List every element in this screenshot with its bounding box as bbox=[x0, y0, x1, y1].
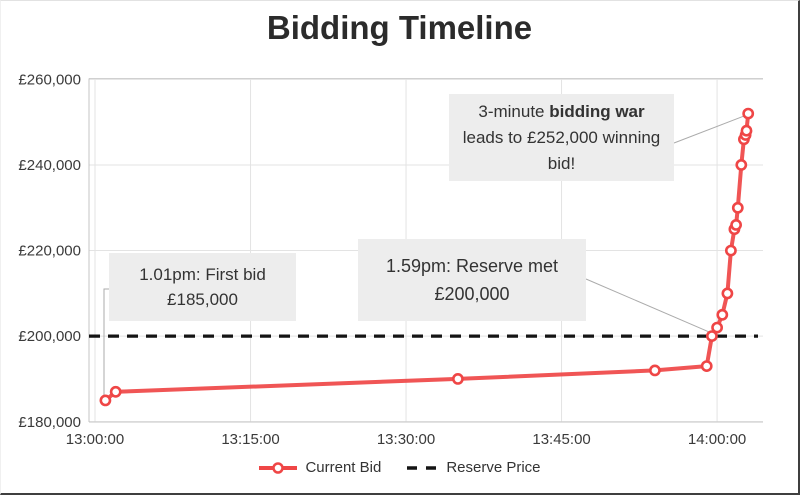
annotation-first-bid: 1.01pm: First bid £185,000 bbox=[109, 253, 296, 321]
bid-data-point bbox=[711, 321, 723, 334]
x-tick-label: 13:00:00 bbox=[66, 431, 124, 448]
chart-legend: Current Bid Reserve Price bbox=[1, 459, 798, 476]
bid-data-point bbox=[649, 364, 661, 377]
annotation-bidding-war-bold: bidding war bbox=[549, 101, 645, 121]
bid-data-point bbox=[731, 201, 744, 214]
current-bid-line-marker-icon bbox=[259, 461, 298, 474]
first-bid-connector-line bbox=[103, 288, 109, 396]
bid-data-point bbox=[740, 124, 753, 137]
legend-item-current-bid[interactable]: Current Bid bbox=[258, 459, 381, 476]
x-tick-label: 14:00:00 bbox=[688, 431, 746, 448]
annotation-bidding-war-post: leads to £252,000 winning bid! bbox=[462, 127, 661, 173]
annotation-reserve-met-line2: £200,000 bbox=[434, 284, 510, 304]
bid-data-point bbox=[735, 158, 748, 171]
bid-data-point bbox=[721, 287, 734, 300]
x-tick-label: 13:30:00 bbox=[377, 431, 435, 448]
annotation-bidding-war: 3-minute bidding war leads to £252,000 w… bbox=[449, 94, 674, 181]
bid-data-point bbox=[706, 330, 718, 342]
bid-data-point bbox=[451, 372, 464, 385]
bid-data-point bbox=[716, 308, 729, 321]
reserve-met-connector-line bbox=[585, 278, 713, 334]
y-tick-label: £200,000 bbox=[18, 328, 81, 345]
annotation-reserve-met-line1: 1.59pm: Reserve met bbox=[385, 256, 559, 276]
y-tick-label: £180,000 bbox=[18, 414, 81, 431]
bidding-war-connector-line bbox=[673, 115, 746, 144]
bid-data-point bbox=[700, 360, 713, 372]
reserve-price-dash-icon bbox=[407, 465, 440, 470]
bid-data-point bbox=[99, 394, 112, 407]
y-tick-label: £240,000 bbox=[18, 157, 81, 174]
legend-label-current-bid: Current Bid bbox=[305, 459, 382, 476]
annotation-first-bid-line1: 1.01pm: First bid bbox=[139, 265, 266, 284]
x-tick-label: 13:15:00 bbox=[221, 431, 279, 448]
annotation-first-bid-line2: £185,000 bbox=[167, 290, 238, 309]
bid-data-point bbox=[109, 385, 122, 398]
annotation-reserve-met: 1.59pm: Reserve met £200,000 bbox=[358, 239, 586, 321]
annotation-bidding-war-text: 3-minute bidding war leads to £252,000 w… bbox=[457, 99, 666, 177]
legend-label-reserve-price: Reserve Price bbox=[446, 459, 541, 476]
x-tick-label: 13:45:00 bbox=[532, 431, 590, 448]
y-tick-label: £220,000 bbox=[18, 243, 81, 260]
y-tick-label: £260,000 bbox=[18, 71, 81, 88]
bid-data-point bbox=[742, 107, 755, 120]
chart-title: Bidding Timeline bbox=[266, 9, 533, 46]
bid-data-point bbox=[730, 218, 742, 231]
legend-item-reserve-price[interactable]: Reserve Price bbox=[407, 459, 541, 476]
annotation-bidding-war-pre: 3-minute bbox=[478, 101, 550, 121]
bid-data-point bbox=[725, 244, 737, 257]
